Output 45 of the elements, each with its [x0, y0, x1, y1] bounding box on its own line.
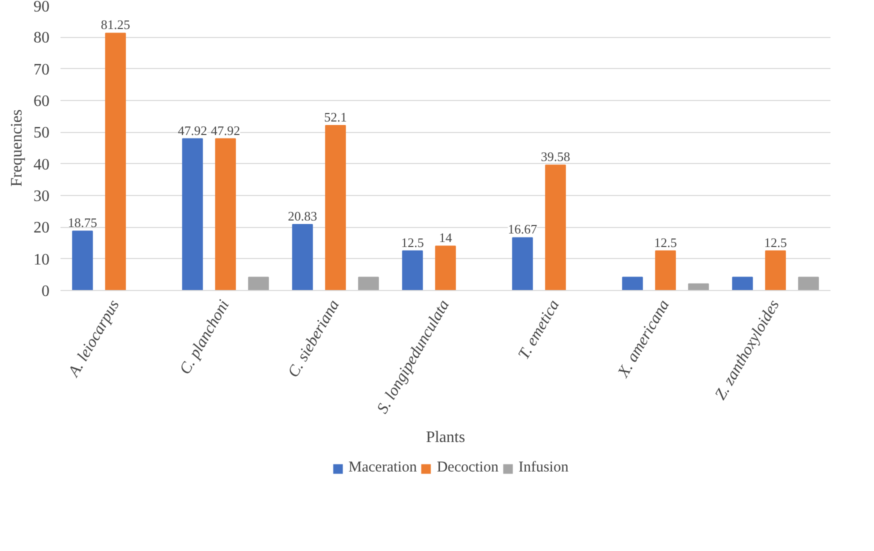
- bar: [292, 224, 313, 290]
- data-label: 12.5: [764, 234, 787, 250]
- y-tick-label: 70: [34, 61, 50, 78]
- data-label: 18.75: [68, 215, 98, 230]
- bar: [358, 276, 379, 290]
- legend-label: Decoction: [436, 460, 498, 476]
- y-tick-label: 60: [34, 93, 50, 110]
- legend-label: Maceration: [348, 460, 417, 476]
- y-tick-label: 10: [34, 251, 50, 268]
- bar: [512, 237, 533, 290]
- bar: [248, 276, 269, 290]
- bar: [545, 164, 566, 290]
- data-label: 47.92: [178, 122, 208, 138]
- bar: [798, 276, 819, 290]
- bar: [325, 125, 346, 290]
- y-axis-title: Frequencies: [8, 109, 26, 187]
- data-label: 16.67: [508, 222, 538, 237]
- bar: [765, 250, 786, 290]
- bar: [72, 230, 93, 290]
- x-axis-title: Plants: [426, 428, 466, 446]
- data-label: 81.25: [100, 17, 130, 32]
- data-label: 12.5: [401, 234, 424, 250]
- data-label: 14: [439, 230, 452, 246]
- y-tick-label: 90: [34, 0, 50, 16]
- y-tick-label: 80: [34, 30, 50, 47]
- y-tick-label: 0: [42, 283, 50, 300]
- data-label: 39.58: [540, 149, 570, 164]
- data-label: 12.5: [654, 234, 677, 250]
- data-label: 20.83: [288, 208, 318, 224]
- bar: [435, 246, 456, 290]
- data-label: 52.1: [324, 110, 347, 125]
- y-tick-label: 20: [34, 220, 50, 237]
- legend-label: Infusion: [518, 460, 568, 476]
- bar: [105, 32, 126, 290]
- bar: [655, 250, 676, 290]
- y-tick-label: 40: [34, 156, 50, 174]
- y-tick-label: 50: [34, 124, 50, 142]
- data-label: 47.92: [210, 122, 240, 138]
- bar: [215, 138, 236, 290]
- bar: [182, 138, 203, 290]
- bar: [402, 250, 423, 290]
- bar: [688, 283, 709, 290]
- bar: [622, 276, 643, 290]
- bar: [732, 276, 753, 290]
- y-tick-label: 30: [34, 188, 50, 205]
